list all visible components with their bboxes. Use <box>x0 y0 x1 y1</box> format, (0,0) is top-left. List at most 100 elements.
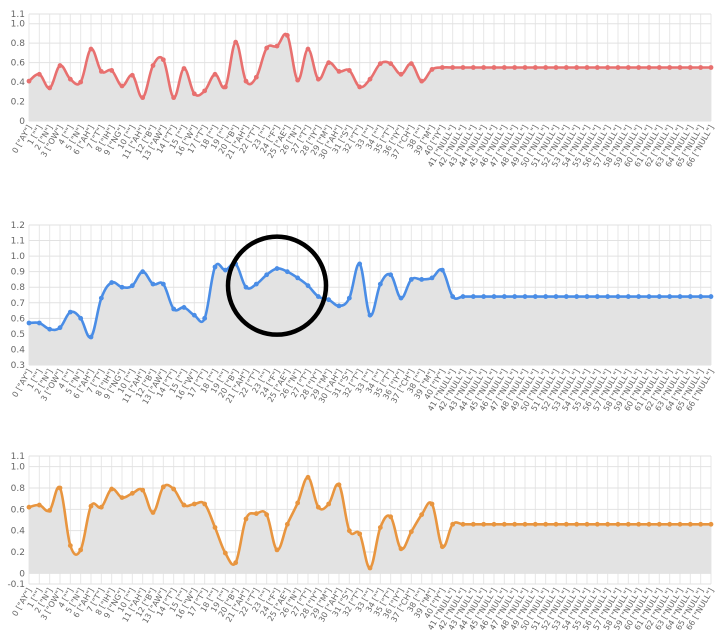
data-point <box>543 521 549 527</box>
data-point <box>377 61 383 67</box>
data-point <box>698 65 704 70</box>
data-point <box>160 484 166 490</box>
data-point <box>408 61 414 67</box>
data-point <box>305 474 311 480</box>
data-point <box>615 294 621 299</box>
data-point <box>212 264 218 270</box>
data-point <box>419 277 425 282</box>
data-point <box>512 521 518 527</box>
y-tick-label: 1.1 <box>11 10 25 20</box>
data-point <box>708 294 714 299</box>
data-point <box>202 501 208 507</box>
data-point <box>212 71 218 77</box>
y-tick-label: 1.0 <box>11 463 26 473</box>
data-point <box>57 485 63 491</box>
data-point <box>667 294 673 299</box>
y-tick-label: 0.8 <box>11 39 26 49</box>
data-point <box>388 272 394 278</box>
data-point <box>36 320 42 326</box>
series-area <box>29 33 711 121</box>
data-point <box>594 294 600 299</box>
data-point <box>57 63 63 68</box>
data-point <box>67 309 73 315</box>
data-point <box>636 294 642 299</box>
data-point <box>522 294 528 299</box>
y-tick-label: 0.8 <box>11 484 26 494</box>
data-point <box>284 269 290 275</box>
data-point <box>253 511 259 516</box>
data-point <box>605 521 611 527</box>
data-point <box>563 65 569 70</box>
data-point <box>563 521 569 527</box>
data-point <box>98 68 104 74</box>
data-point <box>470 65 476 70</box>
data-point <box>594 521 600 527</box>
data-point <box>667 65 673 70</box>
series-points <box>26 33 714 101</box>
data-point <box>36 71 42 77</box>
data-point <box>367 76 373 82</box>
highlight-circle <box>225 234 329 337</box>
data-point <box>119 284 125 290</box>
data-point <box>140 269 146 275</box>
data-point <box>160 57 166 63</box>
data-point <box>687 521 693 527</box>
data-point <box>574 294 580 299</box>
data-point <box>553 65 559 70</box>
data-point <box>119 495 125 500</box>
data-point <box>336 482 342 488</box>
y-tick-label: 1.0 <box>11 20 26 30</box>
data-point <box>222 84 228 90</box>
data-point <box>584 65 590 70</box>
y-tick-label: 0.8 <box>11 283 26 293</box>
data-point <box>181 66 187 71</box>
y-axis-labels: 0.3 0.4 0.5 0.6 0.7 0.8 0.9 1.0 1.1 1.2 <box>11 221 26 371</box>
data-point <box>171 95 177 101</box>
data-point <box>439 544 445 550</box>
data-point <box>625 294 631 299</box>
data-point <box>398 546 404 552</box>
y-tick-label: 0.2 <box>11 548 25 558</box>
y-tick-label: 0 <box>19 117 25 127</box>
data-point <box>315 504 321 510</box>
data-point <box>171 306 177 312</box>
y-tick-label: 0.7 <box>11 299 25 309</box>
data-point <box>615 65 621 70</box>
data-point <box>574 65 580 70</box>
data-point <box>243 78 249 84</box>
data-point <box>346 528 352 534</box>
data-point <box>687 294 693 299</box>
data-point <box>450 294 456 299</box>
data-point <box>243 284 249 290</box>
data-point <box>140 487 146 493</box>
data-point <box>481 521 487 527</box>
y-tick-label: 1.2 <box>11 221 25 231</box>
data-point <box>470 521 476 527</box>
data-point <box>264 272 270 278</box>
data-point <box>543 294 549 299</box>
data-point <box>532 294 538 299</box>
data-point <box>98 504 104 510</box>
data-point <box>129 283 135 289</box>
data-point <box>150 63 156 68</box>
data-point <box>88 46 94 52</box>
data-point <box>553 294 559 299</box>
data-point <box>222 550 228 556</box>
data-point <box>274 43 280 49</box>
data-point <box>460 65 466 70</box>
data-point <box>553 521 559 527</box>
data-point <box>47 508 53 513</box>
data-point <box>336 303 342 309</box>
data-point <box>439 65 445 70</box>
y-tick-label: 0.3 <box>11 361 25 371</box>
series-points <box>26 474 714 571</box>
data-point <box>439 267 445 273</box>
data-point <box>129 72 135 78</box>
data-point <box>491 294 497 299</box>
data-point <box>491 521 497 527</box>
data-point <box>181 305 187 310</box>
data-point <box>191 91 197 97</box>
data-point <box>357 84 363 90</box>
data-point <box>222 267 228 273</box>
data-point <box>78 79 84 85</box>
